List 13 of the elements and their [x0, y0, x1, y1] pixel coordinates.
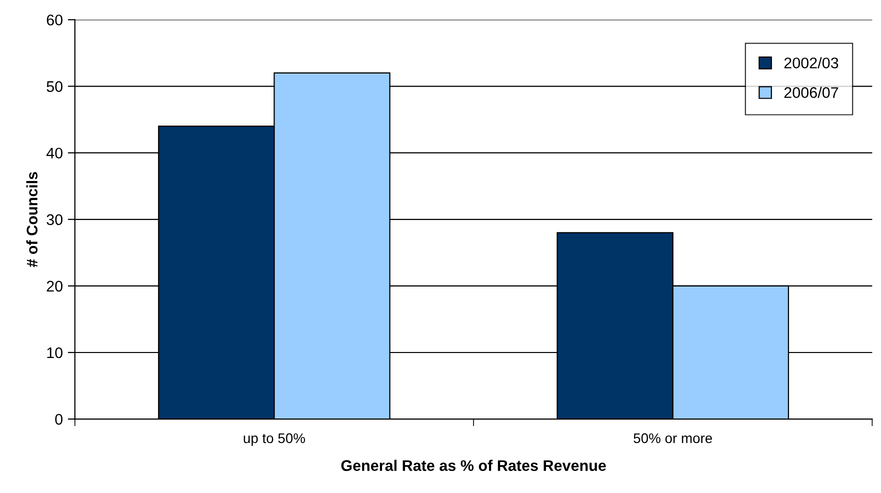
x-tick-label: 50% or more	[634, 433, 712, 444]
y-tick-label: 20	[46, 280, 62, 292]
y-tick-label: 30	[46, 214, 62, 226]
x-axis-title: General Rate as % of Rates Revenue	[341, 460, 606, 471]
y-tick-label: 40	[46, 148, 62, 159]
y-tick-label: 10	[47, 347, 62, 358]
y-tick-label: 50	[46, 81, 62, 92]
legend-label: 2002/03	[784, 57, 838, 68]
y-tick-label: 0	[55, 414, 62, 425]
x-tick-label: up to 50%	[244, 433, 305, 446]
y-tick-label: 60	[46, 14, 62, 26]
y-axis-title: # of Councils	[26, 172, 38, 268]
legend-label: 2006/07	[784, 86, 838, 98]
